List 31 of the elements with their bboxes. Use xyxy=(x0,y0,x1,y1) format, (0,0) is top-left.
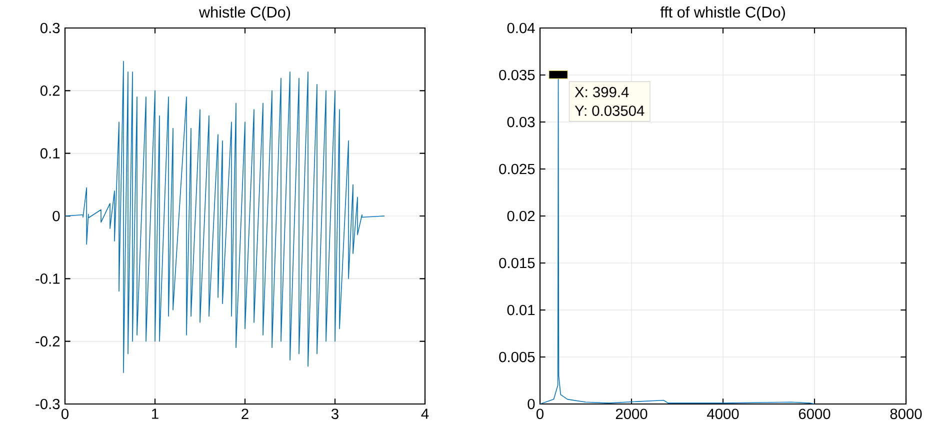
chart-title: fft of whistle C(Do) xyxy=(660,6,785,21)
x-tick-label: 6000 xyxy=(798,408,830,420)
y-tick-label: 0.02 xyxy=(507,210,535,222)
x-tick-label: 2 xyxy=(242,408,248,419)
x-tick-label: 8000 xyxy=(890,408,922,420)
y-tick-label: 0 xyxy=(528,398,535,410)
x-tick-label: 0 xyxy=(536,408,544,420)
x-tick-label: 3 xyxy=(331,408,338,420)
y-tick-label: 0.005 xyxy=(499,352,535,362)
y-tick-label: 0 xyxy=(52,210,60,222)
annotation: X: 399.4 xyxy=(574,86,629,98)
y-tick-label: -0.1 xyxy=(36,273,60,284)
x-tick-label: 4000 xyxy=(707,408,739,420)
x-tick-label: 1 xyxy=(152,408,158,419)
y-tick-label: 0.04 xyxy=(507,22,535,34)
y-tick-label: 0.1 xyxy=(40,148,60,159)
line-series xyxy=(65,60,385,374)
chart-title: whistle C(Do) xyxy=(198,6,290,21)
x-tick-label: 4 xyxy=(421,408,429,419)
y-tick-label: 0.3 xyxy=(40,22,60,34)
y-tick-label: -0.2 xyxy=(36,336,60,347)
y-tick-label: 0.015 xyxy=(499,258,535,268)
y-tick-label: 0.03 xyxy=(507,116,535,128)
x-tick-label: 0 xyxy=(61,408,68,420)
y-tick-label: 0.2 xyxy=(40,85,60,96)
y-tick-label: 0.01 xyxy=(507,304,535,316)
y-tick-label: 0.035 xyxy=(499,70,535,80)
y-tick-label: 0.025 xyxy=(499,164,535,174)
x-tick-label: 2000 xyxy=(616,408,648,420)
annotation: Y: 0.03504 xyxy=(574,106,644,116)
y-tick-label: -0.3 xyxy=(36,398,60,410)
